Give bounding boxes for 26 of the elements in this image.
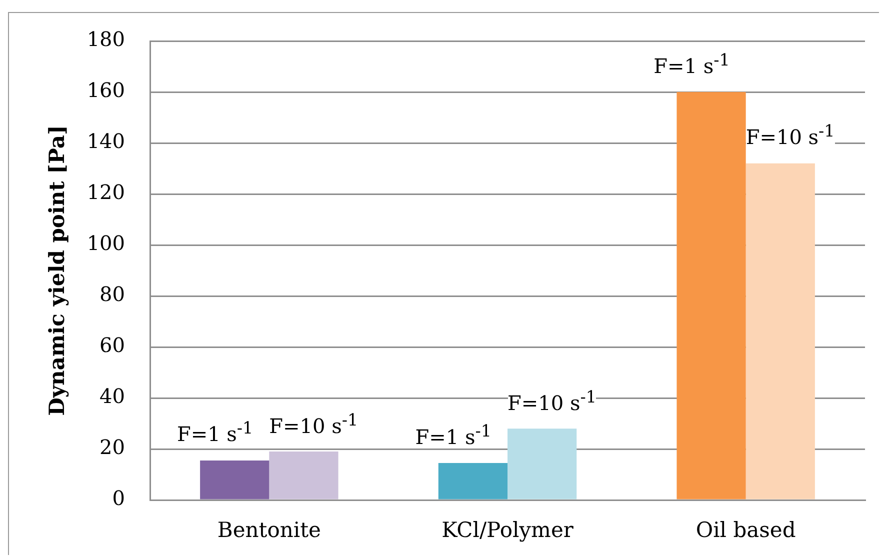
- series-label: F=1 s$^{-1}$: [654, 49, 730, 78]
- y-axis-title: Dynamic yield point [Pa]: [44, 125, 70, 416]
- x-tick-label: Oil based: [696, 518, 796, 542]
- text: F=10 s$^{-1}$: [269, 410, 358, 438]
- bar: [508, 428, 577, 500]
- bar: [438, 463, 508, 500]
- bar: [269, 452, 338, 500]
- y-tick-label: 140: [86, 129, 125, 154]
- y-tick-label: 80: [100, 282, 125, 306]
- bar: [746, 163, 815, 500]
- text: F=1 s$^{-1}$: [415, 421, 492, 450]
- x-tick-label: KCl/Polymer: [442, 518, 574, 542]
- y-tick-label: 180: [86, 27, 125, 52]
- y-tick-label: 0: [112, 486, 125, 510]
- x-tick-label: Bentonite: [217, 518, 321, 542]
- series-label: F=10 s$^{-1}$: [508, 386, 596, 415]
- text: F=1 s$^{-1}$: [176, 418, 254, 446]
- bar: [200, 460, 270, 500]
- y-tick-label: 100: [86, 231, 125, 256]
- y-tick-label: 20: [100, 435, 125, 460]
- y-tick-label: 160: [86, 78, 125, 102]
- y-tick-label: 40: [100, 384, 125, 408]
- y-tick-label: 120: [86, 180, 125, 204]
- y-tick-label: 60: [100, 333, 125, 358]
- text: F=10 s$^{-1}$: [746, 122, 835, 150]
- bar: [676, 92, 746, 500]
